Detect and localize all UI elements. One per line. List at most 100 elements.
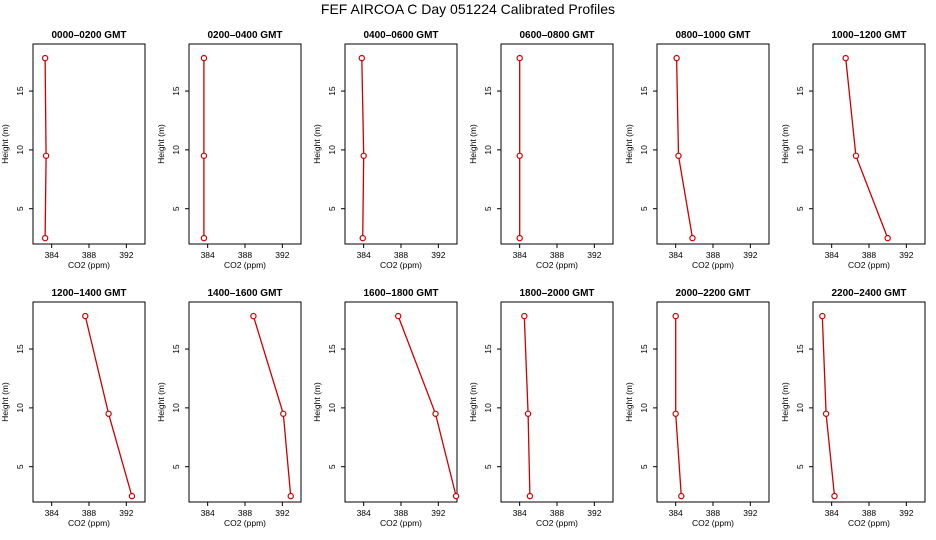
x-tick-label: 388 — [82, 250, 96, 260]
x-tick-label: 388 — [706, 508, 720, 518]
plot-frame — [32, 43, 146, 245]
y-axis-label: Height (m) — [312, 124, 322, 164]
x-tick-label: 392 — [899, 250, 913, 260]
profile-point — [673, 54, 680, 62]
x-tick-label: 384 — [669, 508, 683, 518]
y-tick-label: 10 — [795, 145, 805, 155]
profile-line — [675, 316, 682, 497]
y-axis-label: Height (m) — [468, 124, 478, 164]
y-axis-label: Height (m) — [780, 124, 790, 164]
x-tick-label: 384 — [45, 508, 59, 518]
panel-title: 2200–2400 GMT — [831, 288, 906, 299]
x-axis-label: CO2 (ppm) — [224, 518, 266, 528]
profile-point — [524, 410, 532, 417]
profile-point — [360, 152, 367, 159]
x-tick-label: 384 — [201, 508, 215, 518]
y-tick-label: 10 — [327, 403, 337, 413]
panel-title: 2000–2200 GMT — [675, 288, 750, 299]
y-tick-label: 15 — [15, 344, 25, 354]
y-tick-label: 10 — [15, 145, 25, 155]
x-tick-label: 388 — [706, 250, 720, 260]
panel-title: 1000–1200 GMT — [831, 30, 906, 41]
x-tick-label: 388 — [862, 508, 876, 518]
x-axis-label: CO2 (ppm) — [224, 260, 266, 270]
plot-frame — [188, 43, 302, 245]
y-axis-label: Height (m) — [624, 124, 634, 164]
y-tick-label: 5 — [639, 206, 649, 211]
panel-title: 0400–0600 GMT — [363, 30, 438, 41]
panel-title: 0200–0400 GMT — [207, 30, 282, 41]
profile-line — [84, 315, 133, 497]
profile-line — [523, 316, 531, 497]
panel-title: 1400–1600 GMT — [207, 288, 282, 299]
x-axis-label: CO2 (ppm) — [380, 260, 422, 270]
y-tick-label: 15 — [327, 86, 337, 96]
profile-point — [82, 312, 89, 320]
y-tick-label: 15 — [15, 86, 25, 96]
x-tick-label: 384 — [513, 508, 527, 518]
x-axis-label: CO2 (ppm) — [68, 260, 110, 270]
y-tick-label: 5 — [327, 206, 337, 211]
profile-point — [250, 312, 257, 320]
profile-point — [516, 152, 523, 159]
profile-point — [822, 410, 830, 417]
x-tick-label: 384 — [357, 250, 371, 260]
plot-frame — [188, 301, 302, 503]
x-tick-label: 388 — [862, 250, 876, 260]
x-axis-label: CO2 (ppm) — [692, 260, 734, 270]
profile-point — [831, 492, 838, 500]
y-tick-label: 15 — [171, 86, 181, 96]
profile-point — [521, 312, 528, 320]
x-axis-label: CO2 (ppm) — [380, 518, 422, 528]
y-tick-label: 10 — [327, 145, 337, 155]
profile-point — [452, 492, 460, 500]
panel-title: 0800–1000 GMT — [675, 30, 750, 41]
y-tick-label: 10 — [639, 403, 649, 413]
x-axis-label: CO2 (ppm) — [848, 518, 890, 528]
profile-point — [689, 234, 696, 242]
profile-point — [42, 152, 50, 159]
y-tick-label: 5 — [795, 464, 805, 469]
profile-point — [432, 410, 439, 417]
profile-point — [200, 54, 208, 62]
x-tick-label: 384 — [669, 250, 683, 260]
plot-frame — [344, 301, 458, 503]
panel-title: 0600–0800 GMT — [519, 30, 594, 41]
x-tick-label: 392 — [743, 250, 757, 260]
profile-point — [280, 410, 287, 417]
figure-title: FEF AIRCOA C Day 051224 Calibrated Profi… — [320, 1, 616, 17]
profile-point — [884, 234, 891, 242]
profile-point — [395, 312, 402, 320]
y-axis-label: Height (m) — [156, 382, 166, 422]
y-tick-label: 10 — [15, 403, 25, 413]
x-tick-label: 392 — [431, 508, 445, 518]
x-axis-label: CO2 (ppm) — [692, 518, 734, 528]
y-tick-label: 15 — [795, 86, 805, 96]
x-tick-label: 392 — [119, 250, 133, 260]
y-axis-label: Height (m) — [0, 124, 10, 164]
x-axis-label: CO2 (ppm) — [536, 518, 578, 528]
profile-point — [128, 492, 136, 500]
y-tick-label: 10 — [483, 145, 493, 155]
y-tick-label: 10 — [795, 403, 805, 413]
y-tick-label: 15 — [327, 344, 337, 354]
profile-line — [361, 58, 365, 239]
y-tick-label: 10 — [639, 145, 649, 155]
y-tick-label: 5 — [639, 464, 649, 469]
profile-point — [359, 234, 366, 242]
plot-frame — [812, 301, 926, 503]
panel-title: 1200–1400 GMT — [51, 288, 126, 299]
profile-point — [672, 410, 679, 417]
y-tick-label: 5 — [15, 206, 25, 211]
x-tick-label: 384 — [201, 250, 215, 260]
profile-point — [842, 54, 849, 62]
profile-point — [672, 312, 679, 320]
x-tick-label: 388 — [550, 250, 564, 260]
profile-point — [41, 234, 49, 242]
profile-line — [397, 315, 457, 497]
profile-point — [516, 234, 523, 242]
y-axis-label: Height (m) — [156, 124, 166, 164]
profile-point — [41, 54, 49, 62]
x-tick-label: 384 — [357, 508, 371, 518]
